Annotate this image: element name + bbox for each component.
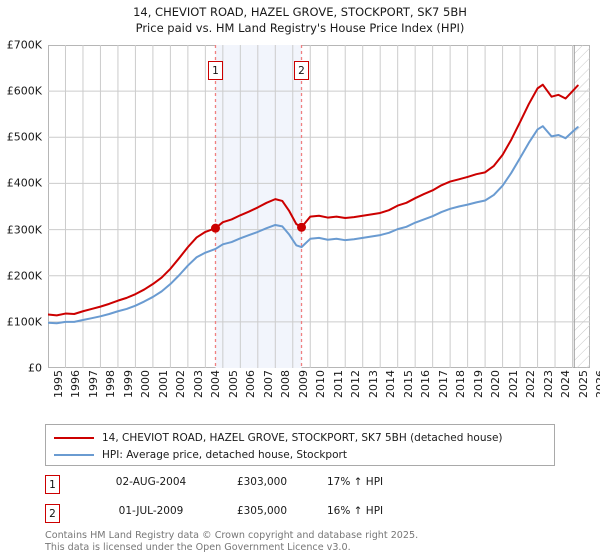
transaction-row-1[interactable]: 1 02-AUG-2004 £303,000 17% ↑ HPI <box>45 475 565 495</box>
chart-plot-area: 1 2 <box>48 45 590 368</box>
x-tick-label: 2009 <box>296 370 310 398</box>
x-tick-label: 2002 <box>174 370 188 398</box>
x-tick-label: 2006 <box>244 370 258 398</box>
x-tick-label: 2007 <box>261 370 275 398</box>
y-tick-label: £500K <box>6 130 42 144</box>
legend-item-hpi: HPI: Average price, detached house, Stoc… <box>54 446 347 464</box>
x-tick-label: 2005 <box>226 370 240 398</box>
transaction-hpi-delta-2: 16% ↑ HPI <box>327 505 384 517</box>
x-tick-label: 2019 <box>471 370 485 398</box>
x-axis-tick-labels: 1995 1996 1997 1998 1999 2000 2001 2002 2003 2004… <box>48 370 600 422</box>
transaction-price-2: £305,000 <box>236 505 288 517</box>
title-line-2: Price paid vs. HM Land Registry's House … <box>135 21 465 35</box>
chart-marker-2[interactable]: 2 <box>294 61 310 80</box>
transaction-price-1: £303,000 <box>236 476 288 488</box>
transaction-badge-2: 2 <box>45 504 60 523</box>
y-axis-tick-labels: £0 £100K £200K £300K £400K £500K £600K £700K <box>0 39 44 375</box>
legend-label-hpi: HPI: Average price, detached house, Stoc… <box>102 449 347 461</box>
footer-line-1: Contains HM Land Registry data © Crown c… <box>45 530 419 541</box>
y-tick-label: £0 <box>28 361 42 375</box>
legend-label-price-paid: 14, CHEVIOT ROAD, HAZEL GROVE, STOCKPORT… <box>102 432 503 444</box>
legend-swatch-price-paid <box>54 437 94 439</box>
x-tick-label: 1999 <box>121 370 135 398</box>
x-tick-label: 2011 <box>331 370 345 398</box>
title-line-1: 14, CHEVIOT ROAD, HAZEL GROVE, STOCKPORT… <box>133 5 467 19</box>
x-tick-label: 2008 <box>279 370 293 398</box>
x-tick-label: 2004 <box>209 370 223 398</box>
y-tick-label: £300K <box>6 223 42 237</box>
x-tick-label: 1998 <box>104 370 118 398</box>
transaction-date-1: 02-AUG-2004 <box>115 476 187 488</box>
x-tick-label: 1997 <box>86 370 100 398</box>
price-history-chart <box>48 45 590 368</box>
x-tick-label: 2015 <box>401 370 415 398</box>
y-tick-label: £400K <box>6 176 42 190</box>
plot-frame <box>48 45 590 368</box>
legend-item-price-paid: 14, CHEVIOT ROAD, HAZEL GROVE, STOCKPORT… <box>54 429 503 447</box>
y-tick-label: £100K <box>6 315 42 329</box>
x-tick-label: 2010 <box>314 370 328 398</box>
footer-attribution: Contains HM Land Registry data © Crown c… <box>45 530 585 553</box>
x-tick-label: 2003 <box>191 370 205 398</box>
chart-marker-1[interactable]: 1 <box>207 61 223 80</box>
x-tick-label: 1996 <box>69 370 83 398</box>
x-tick-label: 2023 <box>541 370 555 398</box>
x-tick-label: 2018 <box>454 370 468 398</box>
x-tick-label: 1995 <box>52 370 65 398</box>
x-tick-label: 2013 <box>366 370 380 398</box>
x-tick-label: 2026 <box>594 370 600 398</box>
x-tick-label: 2022 <box>524 370 538 398</box>
y-tick-label: £700K <box>6 38 42 52</box>
page-title: 14, CHEVIOT ROAD, HAZEL GROVE, STOCKPORT… <box>0 4 600 36</box>
transaction-date-2: 01-JUL-2009 <box>118 505 184 517</box>
chart-legend: 14, CHEVIOT ROAD, HAZEL GROVE, STOCKPORT… <box>45 424 555 466</box>
x-tick-label: 2000 <box>139 370 153 398</box>
x-tick-label: 2024 <box>559 370 573 398</box>
x-tick-label: 2001 <box>156 370 170 398</box>
x-tick-label: 2020 <box>489 370 503 398</box>
x-tick-label: 2012 <box>349 370 363 398</box>
x-tick-label: 2014 <box>384 370 398 398</box>
x-tick-label: 2025 <box>576 370 590 398</box>
transaction-hpi-delta-1: 17% ↑ HPI <box>327 476 384 488</box>
transaction-badge-1: 1 <box>45 475 60 494</box>
transaction-row-2[interactable]: 2 01-JUL-2009 £305,000 16% ↑ HPI <box>45 504 565 524</box>
x-tick-label: 2016 <box>419 370 433 398</box>
x-tick-label: 2017 <box>436 370 450 398</box>
y-tick-label: £600K <box>6 84 42 98</box>
legend-swatch-hpi <box>54 454 94 456</box>
x-tick-label: 2021 <box>506 370 520 398</box>
y-tick-label: £200K <box>6 269 42 283</box>
footer-line-2: This data is licensed under the Open Gov… <box>45 541 351 553</box>
